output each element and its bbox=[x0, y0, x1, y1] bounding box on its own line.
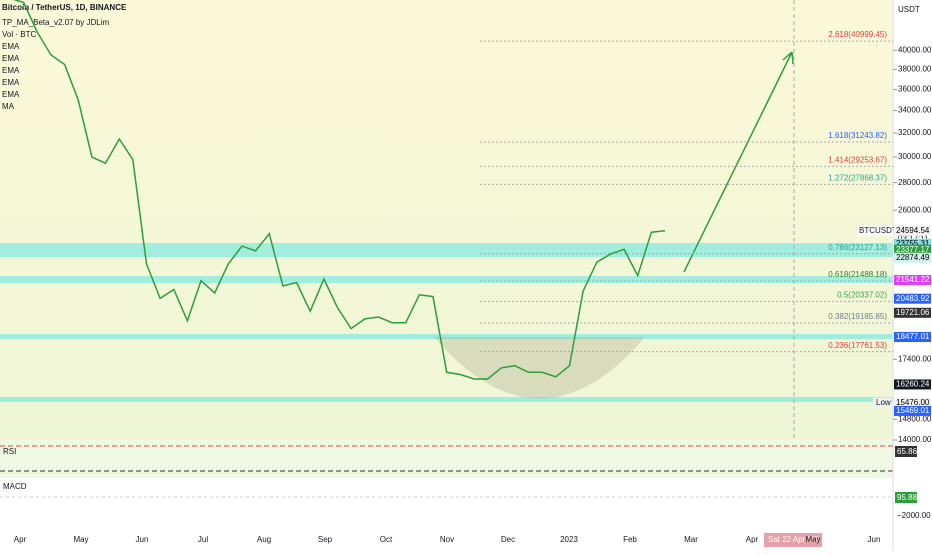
price-tag-label: 15476.00 bbox=[896, 398, 930, 407]
y-tick-label: 17400.00 bbox=[898, 354, 932, 363]
price-line bbox=[12, 0, 666, 380]
rsi-value: 65.86 bbox=[897, 447, 918, 456]
date-label: Sat 22 Apr '23 bbox=[768, 535, 819, 544]
low-tag bbox=[873, 397, 892, 408]
arrow-head bbox=[782, 51, 794, 65]
x-tick-label: Apr bbox=[746, 535, 759, 544]
price-tag-label: 24594.54 bbox=[896, 226, 930, 235]
fib-label: 0.236(17761.53) bbox=[828, 341, 887, 350]
overlay: EMA bbox=[2, 42, 20, 51]
macd-tag bbox=[895, 492, 917, 503]
fib-label: 1.272(27868.37) bbox=[828, 174, 887, 183]
symbol-tag: BTCUSDT bbox=[859, 226, 897, 235]
price-tag bbox=[894, 405, 931, 416]
x-tick-label: Mar bbox=[684, 535, 698, 544]
y-tick-label: 14800.00 bbox=[898, 414, 932, 423]
fib-label: 2.618(40999.45) bbox=[828, 30, 887, 39]
date-tag bbox=[764, 533, 822, 547]
x-tick-label: Sep bbox=[318, 535, 333, 544]
zone bbox=[0, 334, 893, 339]
overlay: EMA bbox=[2, 66, 20, 75]
low-label: Low bbox=[876, 398, 891, 407]
fib-label: 1.618(31243.82) bbox=[828, 131, 887, 140]
price-tag bbox=[894, 397, 931, 408]
y-tick-label: 40000.00 bbox=[898, 45, 932, 54]
overlay: EMA bbox=[2, 90, 20, 99]
price-tag bbox=[894, 252, 931, 263]
x-tick-label: Aug bbox=[257, 535, 271, 544]
price-tag bbox=[894, 293, 931, 304]
macd-value: 95.88 bbox=[897, 493, 918, 502]
price-tag-label: 21541.22 bbox=[896, 275, 930, 284]
overlay: EMA bbox=[2, 78, 20, 87]
x-tick-label: May bbox=[805, 535, 820, 544]
zone bbox=[0, 276, 893, 283]
y-tick-label: 34000.00 bbox=[898, 106, 932, 115]
x-tick-label: May bbox=[73, 535, 88, 544]
x-tick-label: Oct bbox=[380, 535, 393, 544]
x-tick-label: Jun bbox=[136, 535, 149, 544]
y-tick-label: 38000.00 bbox=[898, 64, 932, 73]
macd-title: MACD bbox=[3, 482, 27, 491]
y-tick-label: 30000.00 bbox=[898, 152, 932, 161]
fib-label: 1.414(29253.67) bbox=[828, 156, 887, 165]
zone bbox=[0, 243, 893, 257]
price-tag-label: 23377.17 bbox=[896, 245, 930, 254]
price-tag-label: 18477.01 bbox=[896, 332, 930, 341]
y-tick-label: 14000.00 bbox=[898, 435, 932, 444]
x-tick-label: Apr bbox=[14, 535, 27, 544]
price-tag bbox=[894, 331, 931, 342]
cup-pattern bbox=[434, 337, 645, 399]
overlay: MA bbox=[2, 102, 15, 111]
macd-pane bbox=[0, 478, 893, 530]
price-tag bbox=[894, 244, 931, 255]
overlay: EMA bbox=[2, 54, 20, 63]
y-tick-label: 36000.00 bbox=[898, 84, 932, 93]
zone bbox=[0, 397, 893, 402]
fib-label: 0.786(23127.13) bbox=[828, 243, 887, 252]
y-tick-label: 28000.00 bbox=[898, 178, 932, 187]
macd-tick: −2000.00 bbox=[897, 511, 931, 520]
price-tag-label: 22874.49 bbox=[896, 253, 930, 262]
x-tick-label: Jul bbox=[198, 535, 208, 544]
indicator: TP_MA_Beta_v2.07 by JDLim bbox=[2, 18, 109, 27]
fib-label: 0.382(19185.85) bbox=[828, 312, 887, 321]
y-tick-label: 26000.00 bbox=[898, 205, 932, 214]
price-tag-label: 15469.01 bbox=[896, 406, 930, 415]
price-tag bbox=[894, 275, 931, 286]
symbol-tag-bg bbox=[857, 225, 893, 236]
x-tick-label: Dec bbox=[501, 535, 515, 544]
price-tag-label: 19721.06 bbox=[896, 308, 930, 317]
countdown: 03:17:11 bbox=[898, 234, 929, 243]
x-tick-label: 2023 bbox=[560, 535, 578, 544]
price-pane bbox=[0, 0, 893, 440]
price-tag bbox=[894, 238, 931, 249]
currency: USDT bbox=[898, 5, 920, 14]
price-tag-label: 20483.92 bbox=[896, 294, 930, 303]
price-tag-label: 16260.24 bbox=[896, 380, 930, 389]
rsi-title: RSI bbox=[3, 447, 16, 456]
x-tick-label: Nov bbox=[440, 535, 454, 544]
arrow bbox=[683, 51, 793, 273]
price-tag-label: 23755.31 bbox=[896, 239, 930, 248]
price-tag bbox=[894, 379, 931, 390]
y-tick-label: 32000.00 bbox=[898, 128, 932, 137]
fib-label: 0.5(20337.02) bbox=[837, 290, 887, 299]
x-tick-label: Feb bbox=[623, 535, 637, 544]
rsi-pane bbox=[0, 440, 893, 478]
volume-label: Vol · BTC bbox=[2, 30, 36, 39]
rsi-tag bbox=[895, 446, 917, 457]
price-tag bbox=[894, 307, 931, 318]
price-tag bbox=[894, 225, 931, 236]
x-tick-label: Jun bbox=[868, 535, 881, 544]
title: Bitcoin / TetherUS, 1D, BINANCE bbox=[2, 3, 127, 12]
fib-label: 0.618(21488.18) bbox=[828, 270, 887, 279]
